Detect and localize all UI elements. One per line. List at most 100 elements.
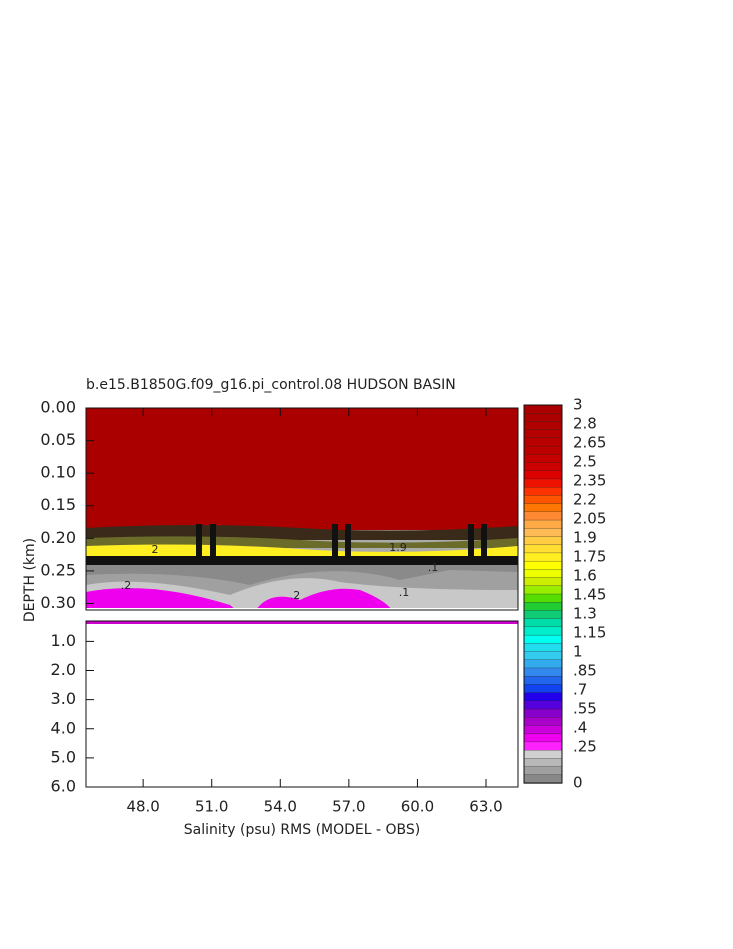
colorbar-band (523, 560, 563, 570)
colorbar-band (523, 462, 563, 472)
x-tick-label: 57.0 (332, 798, 365, 816)
colorbar-band (523, 544, 563, 554)
y-tick-label: 0.00 (40, 398, 76, 417)
colorbar-band (523, 528, 563, 538)
colorbar-band (523, 577, 563, 587)
colorbar-band (523, 659, 563, 669)
colorbar-band (523, 758, 563, 768)
colorbar-band (523, 495, 563, 505)
y-tick-label: 0.20 (40, 528, 76, 547)
colorbar-band (523, 700, 563, 710)
contour-field (86, 621, 518, 624)
colorbar-label: 1.15 (573, 624, 606, 642)
contour-label: .1 (399, 586, 410, 599)
colorbar-band (523, 733, 563, 743)
x-tick-label: 60.0 (401, 798, 434, 816)
contour-label: 1.9 (389, 541, 407, 554)
colorbar-band (523, 593, 563, 603)
colorbar-label: 1.6 (573, 567, 597, 585)
colorbar-label: 1.9 (573, 529, 597, 547)
colorbar-label: .55 (573, 700, 597, 718)
colorbar-band (523, 413, 563, 423)
colorbar-band (523, 429, 563, 439)
colorbar-band (523, 676, 563, 686)
colorbar-band (523, 470, 563, 480)
colorbar-band (523, 618, 563, 628)
y-tick-label: 0.10 (40, 463, 76, 482)
colorbar-label: 2.8 (573, 415, 597, 433)
colorbar-label: 1.75 (573, 548, 606, 566)
colorbar-label: .4 (573, 719, 587, 737)
colorbar-band (523, 503, 563, 513)
colorbar-band (523, 569, 563, 579)
colorbar-frame (523, 404, 563, 784)
colorbar-band (523, 651, 563, 661)
colorbar-label: 1.45 (573, 586, 606, 604)
colorbar-band (523, 602, 563, 612)
colorbar-band (523, 749, 563, 759)
colorbar-label: .7 (573, 681, 587, 699)
y-tick-label: 0.30 (40, 593, 76, 612)
colorbar-label: .25 (573, 738, 597, 756)
colorbar-band (523, 741, 563, 751)
colorbar-band (523, 717, 563, 727)
colorbar-band (523, 552, 563, 562)
colorbar-label: 1 (573, 643, 583, 661)
colorbar-label: 3 (573, 396, 583, 414)
colorbar-band (523, 536, 563, 546)
colorbar-band (523, 643, 563, 653)
colorbar-band (523, 634, 563, 644)
colorbar-label: .85 (573, 662, 597, 680)
y-tick-label: 4.0 (51, 718, 76, 737)
colorbar-band (523, 445, 563, 455)
colorbar-band (523, 692, 563, 702)
y-tick-label: 6.0 (51, 777, 76, 796)
y-tick-label: 0.25 (40, 560, 76, 579)
contour-label: .1 (428, 561, 439, 574)
upper-frame (85, 407, 519, 611)
colorbar-label: 2.35 (573, 472, 606, 490)
x-tick-label: 54.0 (264, 798, 297, 816)
contour-label: 2 (152, 543, 159, 556)
y-axis-label: DEPTH (km) (22, 538, 38, 622)
colorbar-label: 2.2 (573, 491, 597, 509)
colorbar-label: 2.5 (573, 453, 597, 471)
colorbar-band (523, 684, 563, 694)
colorbar-band (523, 667, 563, 677)
colorbar-band (523, 766, 563, 776)
colorbar-band (523, 487, 563, 497)
y-tick-label: 0.15 (40, 495, 76, 514)
colorbar-band (523, 478, 563, 488)
colorbar-band (523, 519, 563, 529)
colorbar-label: 2.05 (573, 510, 606, 528)
colorbar-band (523, 404, 563, 414)
contour-field (86, 408, 518, 610)
contour-label: .2 (121, 579, 132, 592)
y-tick-label: 2.0 (51, 660, 76, 679)
y-tick-label: 5.0 (51, 747, 76, 766)
chart-title: b.e15.B1850G.f09_g16.pi_control.08 HUDSO… (86, 377, 456, 393)
x-tick-label: 51.0 (195, 798, 228, 816)
x-tick-label: 48.0 (126, 798, 159, 816)
colorbar-band (523, 708, 563, 718)
colorbar-label: 0 (573, 774, 583, 792)
colorbar-band (523, 626, 563, 636)
colorbar-band (523, 421, 563, 431)
y-tick-label: 3.0 (51, 689, 76, 708)
colorbar-band (523, 610, 563, 620)
colorbar-band (523, 511, 563, 521)
x-axis-label: Salinity (psu) RMS (MODEL - OBS) (184, 822, 420, 838)
colorbar-label: 1.3 (573, 605, 597, 623)
lower-frame (85, 620, 519, 788)
colorbar-band (523, 585, 563, 595)
y-tick-label: 0.05 (40, 430, 76, 449)
colorbar-label: 2.65 (573, 434, 606, 452)
colorbar-band (523, 437, 563, 447)
x-tick-label: 63.0 (469, 798, 502, 816)
contour-label: .2 (290, 589, 301, 602)
colorbar-band (523, 725, 563, 735)
colorbar-band (523, 774, 563, 784)
y-tick-label: 1.0 (51, 631, 76, 650)
colorbar-band (523, 454, 563, 464)
